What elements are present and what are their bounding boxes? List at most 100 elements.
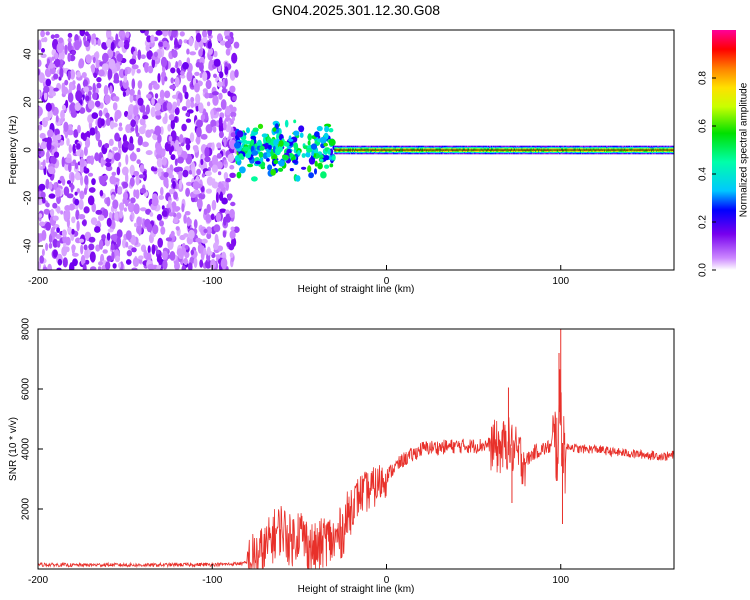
spectrogram-cell xyxy=(545,148,547,150)
spectrogram-cell xyxy=(541,151,543,154)
spectrogram-cell xyxy=(650,152,652,155)
spectrogram-cell xyxy=(430,145,432,148)
spectrogram-cell xyxy=(629,150,631,152)
spectrogram-cell xyxy=(496,148,498,150)
spectrogram-cell xyxy=(307,133,312,141)
spectrogram-cell xyxy=(664,150,666,152)
spectrogram-cell xyxy=(177,59,182,67)
spectrogram-cell xyxy=(370,152,372,155)
spectrogram-cell xyxy=(365,145,367,148)
spectrogram-cell xyxy=(567,145,569,148)
spectrogram-cell xyxy=(599,151,601,154)
spectrogram-cell xyxy=(112,199,119,209)
spectrogram-cell xyxy=(555,151,558,154)
spectrogram-cell xyxy=(396,145,399,148)
y-tick-label: 4000 xyxy=(21,437,32,460)
spectrogram-cell xyxy=(454,151,456,154)
spectrogram-cell xyxy=(613,151,615,154)
spectrogram-cell xyxy=(339,145,341,148)
spectrogram-cell xyxy=(366,150,368,152)
spectrogram-cell xyxy=(638,152,640,155)
spectrogram-cell xyxy=(474,152,476,155)
spectrogram-cell xyxy=(140,54,146,59)
spectrogram-cell xyxy=(476,146,478,149)
spectrogram-cell xyxy=(98,261,103,266)
spectrogram-cell xyxy=(458,152,460,155)
spectrogram-cell xyxy=(440,152,443,155)
spectrogram-cell xyxy=(578,150,581,152)
spectrogram-cell xyxy=(415,152,417,155)
spectrogram-cell xyxy=(602,152,605,155)
spectrogram-cell xyxy=(638,145,640,148)
spectrogram-cell xyxy=(651,145,653,148)
spectrogram-cell xyxy=(383,146,385,149)
spectrogram-cell xyxy=(550,152,552,155)
spectrogram-cell xyxy=(548,146,550,149)
spectrogram-cell xyxy=(661,150,663,152)
spectrogram-cell xyxy=(622,148,624,150)
spectrogram-cell xyxy=(403,152,405,155)
spectrogram-cell xyxy=(411,152,413,155)
spectrogram-cell xyxy=(605,146,607,149)
spectrogram-cell xyxy=(584,148,586,150)
spectrogram-cell xyxy=(97,38,101,47)
spectrogram-cell xyxy=(353,146,355,149)
spectrogram-cell xyxy=(387,152,389,155)
spectrogram-cell xyxy=(216,81,223,88)
spectrogram-cell xyxy=(334,152,336,155)
spectrogram-cell xyxy=(356,145,358,148)
spectrogram-cell xyxy=(391,146,393,149)
spectrogram-cell xyxy=(644,152,646,155)
spectrogram-cell xyxy=(408,150,410,152)
spectrogram-cell xyxy=(545,151,547,154)
spectrogram-cell xyxy=(529,146,531,149)
spectrogram-cell xyxy=(510,150,513,152)
spectrogram-cell xyxy=(422,152,424,155)
spectrogram-cell xyxy=(50,155,57,165)
spectrogram-cell xyxy=(465,148,468,150)
spectrogram-cell xyxy=(102,208,109,219)
spectrogram-cell xyxy=(470,150,472,152)
spectrogram-cell xyxy=(472,148,474,150)
spectrogram-cell xyxy=(205,214,212,224)
spectrogram-cell xyxy=(669,151,671,154)
spectrogram-cell xyxy=(455,151,457,154)
spectrogram-cell xyxy=(219,71,224,79)
spectrogram-cell xyxy=(215,107,222,112)
spectrogram-cell xyxy=(658,152,660,155)
spectrogram-cell xyxy=(45,221,51,231)
spectrogram-cell xyxy=(154,102,161,112)
spectrogram-cell xyxy=(447,152,449,155)
spectrogram-cell xyxy=(133,106,139,117)
spectrogram-cell xyxy=(387,150,389,152)
spectrogram-cell xyxy=(469,145,471,148)
spectrogram-cell xyxy=(611,150,613,152)
spectrogram-cell xyxy=(527,148,529,150)
spectrogram-cell xyxy=(362,146,364,149)
spectrogram-cell xyxy=(378,151,380,154)
spectrogram-cell xyxy=(607,145,609,148)
spectrogram-cell xyxy=(156,49,163,59)
spectrogram-cell xyxy=(570,145,572,148)
snr-y-label: SNR (10 * v/v) xyxy=(8,417,19,481)
spectrogram-cell xyxy=(620,152,622,155)
spectrogram-cell xyxy=(91,33,95,45)
spectrogram-cell xyxy=(354,148,356,150)
spectrogram-cell xyxy=(507,145,509,148)
spectrogram-cell xyxy=(138,255,144,260)
spectrogram-cell xyxy=(547,152,549,155)
spectrogram-cell xyxy=(505,151,507,154)
spectrogram-cell xyxy=(94,226,101,233)
spectrogram-cell xyxy=(363,151,365,154)
spectrogram-cell xyxy=(602,151,605,154)
spectrogram-cell xyxy=(350,146,353,149)
spectrogram-cell xyxy=(441,145,444,148)
spectrogram-cell xyxy=(378,145,380,148)
spectrogram-cell xyxy=(454,148,456,150)
figure-title: GN04.2025.301.12.30.G08 xyxy=(272,2,440,18)
spectrogram-cell xyxy=(589,148,591,150)
spectrogram-cell xyxy=(410,146,412,149)
spectrogram-cell xyxy=(405,151,407,154)
spectrogram-cell xyxy=(380,150,382,152)
spectrogram-cell xyxy=(489,151,491,154)
